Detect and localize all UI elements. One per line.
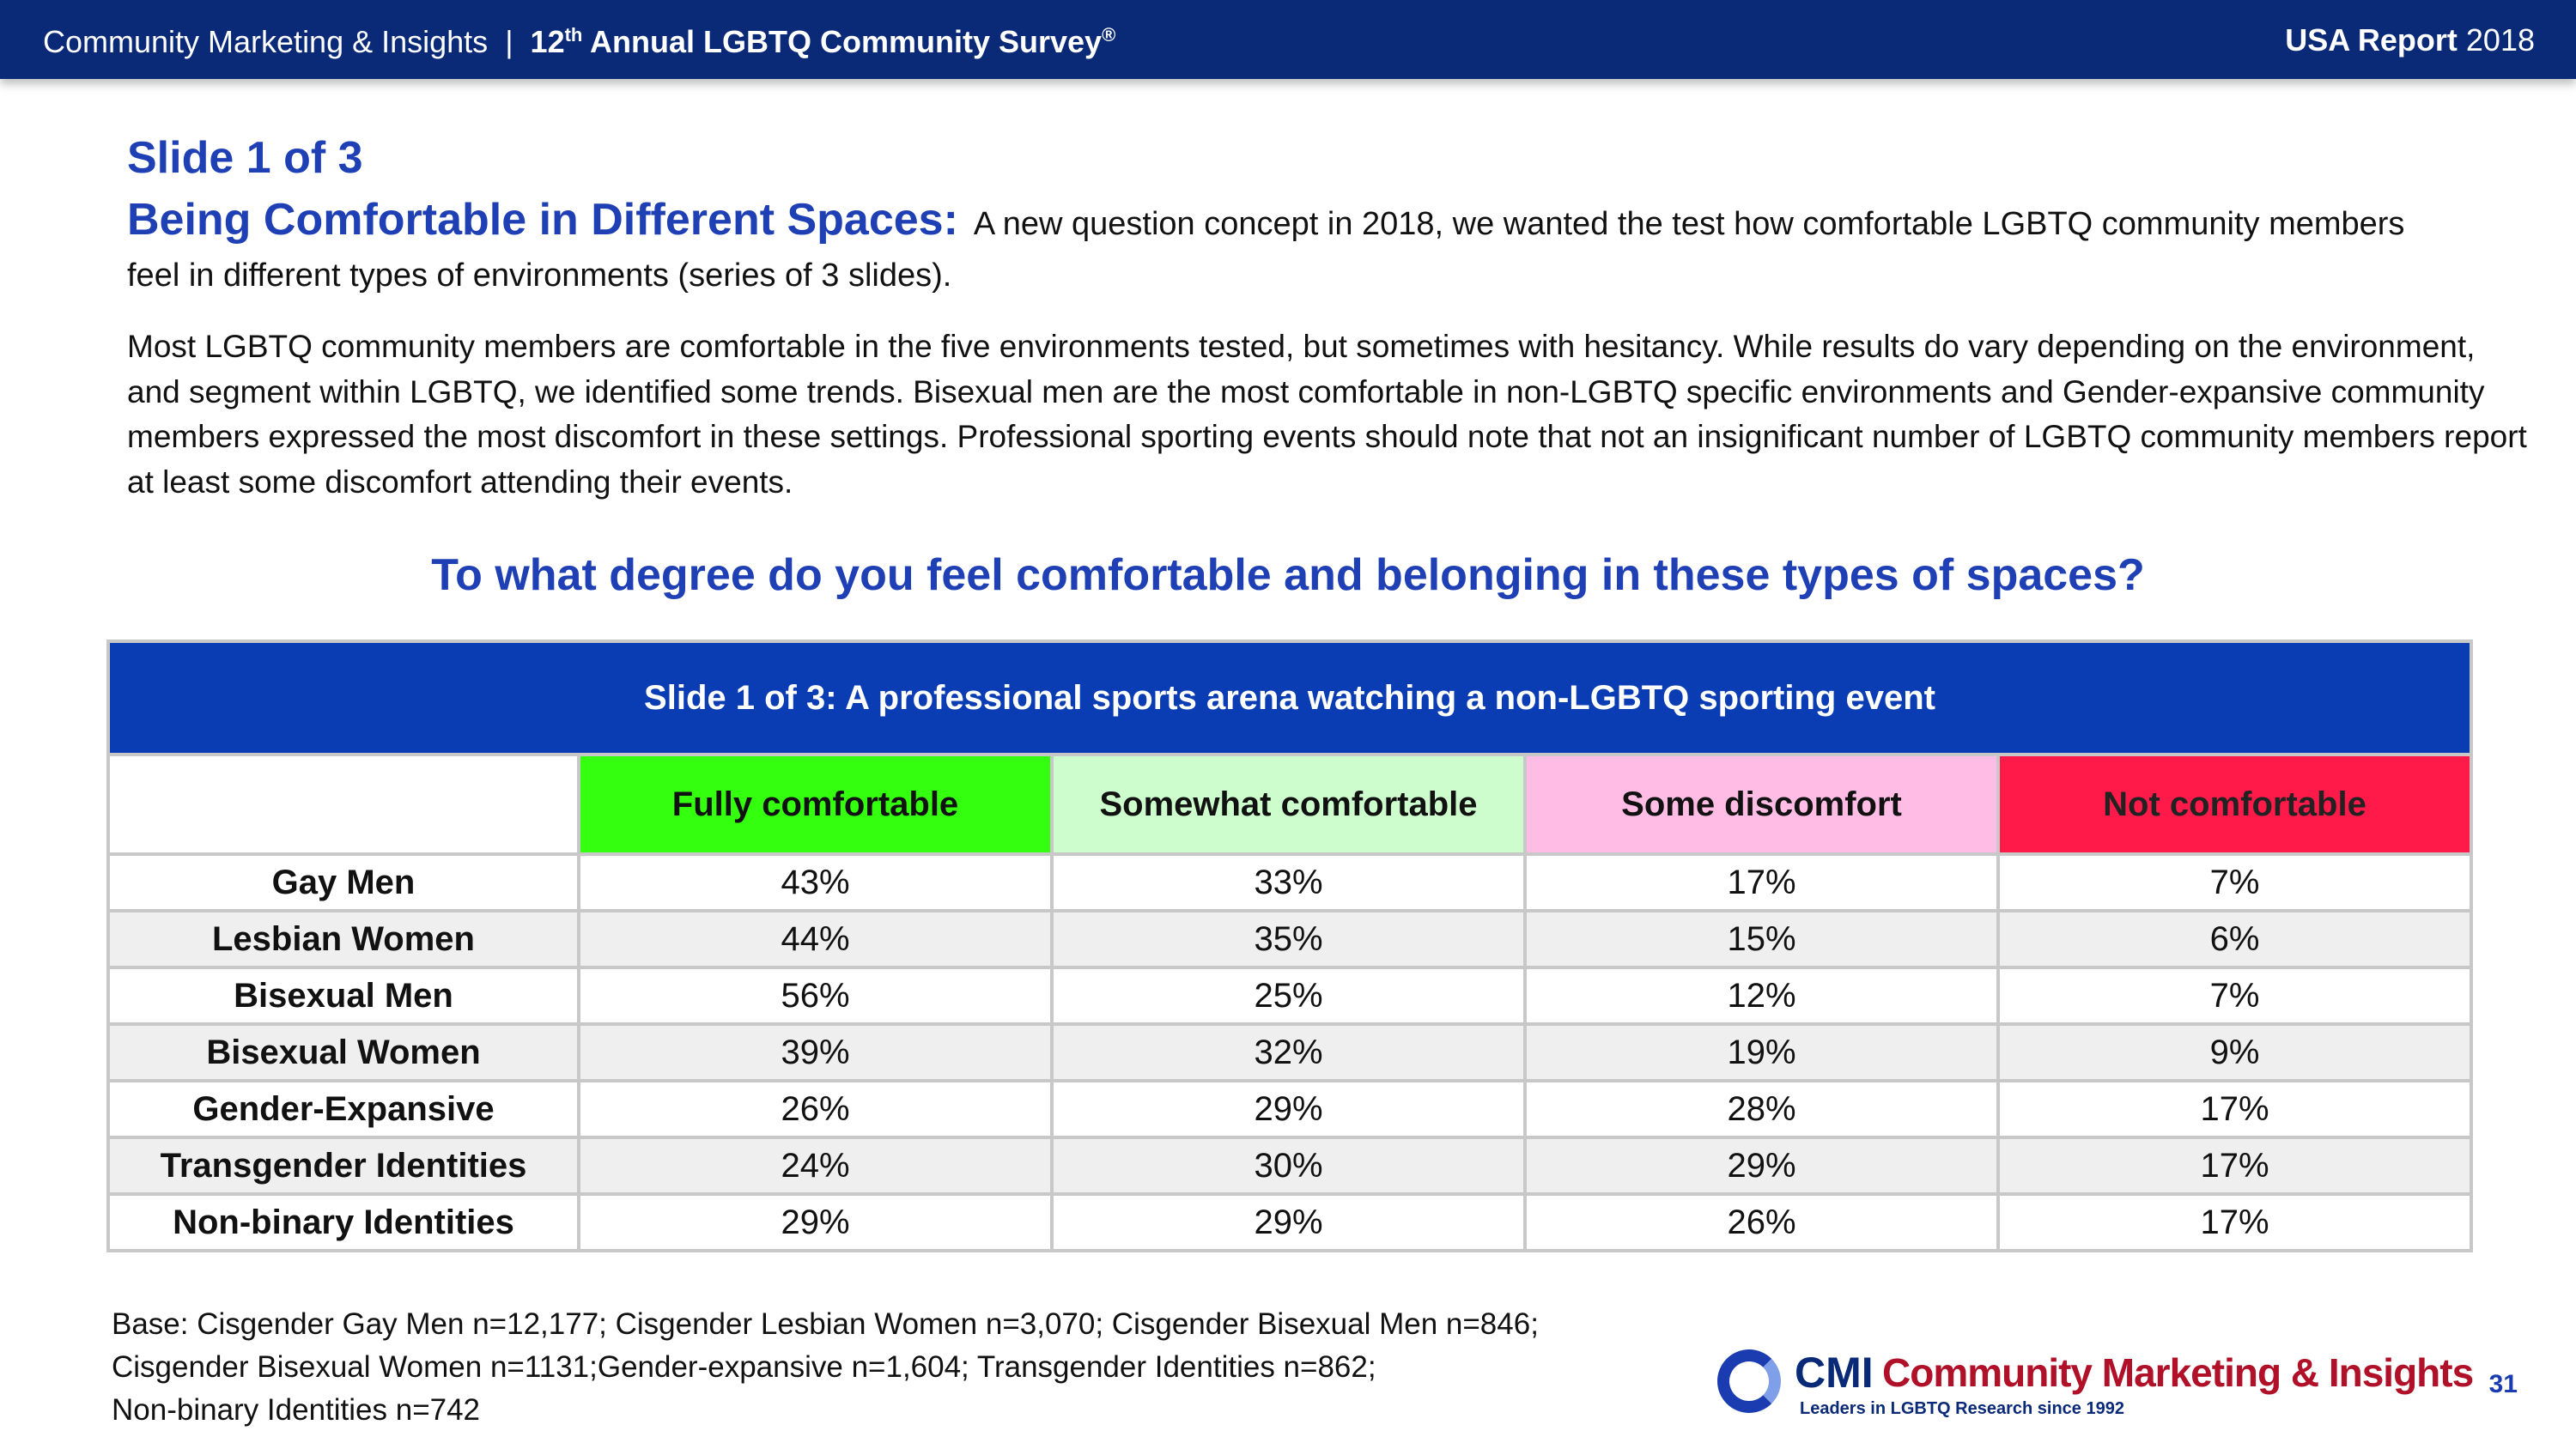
table-row: Transgender Identities 24% 30% 29% 17%: [106, 1136, 2474, 1196]
cell-value: 17%: [1996, 1136, 2474, 1196]
table-row: Bisexual Women 39% 32% 19% 9%: [106, 1022, 2474, 1082]
cell-value: 30%: [1050, 1136, 1527, 1196]
cell-value: 12%: [1523, 966, 2000, 1026]
column-header-fully-comfortable: Fully comfortable: [577, 753, 1054, 856]
base-note-line: Base: Cisgender Gay Men n=12,177; Cisgen…: [112, 1307, 1539, 1341]
cell-value: 56%: [577, 966, 1054, 1026]
logo-abbr: CMI: [1795, 1349, 1874, 1397]
header-org: Community Marketing & Insights: [43, 24, 489, 59]
row-label: Bisexual Women: [106, 1022, 580, 1082]
cmi-logo: CMI Community Marketing & Insights Leade…: [1717, 1348, 2474, 1434]
question-heading: To what degree do you feel comfortable a…: [431, 550, 2145, 600]
table-title: Slide 1 of 3: A professional sports aren…: [106, 640, 2474, 756]
table-row: Lesbian Women 44% 35% 15% 6%: [106, 909, 2474, 969]
base-note: Base: Cisgender Gay Men n=12,177; Cisgen…: [112, 1303, 1657, 1432]
header-survey-number: 12: [530, 24, 565, 59]
cell-value: 9%: [1996, 1022, 2474, 1082]
column-header-somewhat-comfortable: Somewhat comfortable: [1050, 753, 1527, 856]
logo-name: Community Marketing & Insights: [1882, 1350, 2474, 1395]
table-row: Gender-Expansive 26% 29% 28% 17%: [106, 1079, 2474, 1139]
cell-value: 32%: [1050, 1022, 1527, 1082]
cell-value: 29%: [1050, 1079, 1527, 1139]
row-label: Bisexual Men: [106, 966, 580, 1026]
column-header-not-comfortable: Not comfortable: [1996, 753, 2474, 856]
column-header-some-discomfort: Some discomfort: [1523, 753, 2000, 856]
row-label: Lesbian Women: [106, 909, 580, 969]
page-number: 31: [2488, 1370, 2518, 1398]
cell-value: 28%: [1523, 1079, 2000, 1139]
header-survey-title: Community Marketing & Insights | 12th Annu…: [43, 24, 1115, 60]
cell-value: 44%: [577, 909, 1054, 969]
cell-value: 17%: [1996, 1079, 2474, 1139]
header-registered-mark: ®: [1102, 24, 1116, 45]
cell-value: 39%: [577, 1022, 1054, 1082]
cell-value: 24%: [577, 1136, 1054, 1196]
comfort-table: Slide 1 of 3: A professional sports aren…: [106, 640, 2474, 1252]
cell-value: 29%: [1050, 1192, 1527, 1252]
cell-value: 19%: [1523, 1022, 2000, 1082]
cell-value: 26%: [1523, 1192, 2000, 1252]
intro: Being Comfortable in Different Spaces: A …: [127, 194, 2463, 301]
header-bar: Community Marketing & Insights | 12th Annu…: [0, 0, 2576, 79]
cell-value: 7%: [1996, 852, 2474, 912]
cell-value: 17%: [1523, 852, 2000, 912]
slide-label: Slide 1 of 3: [127, 133, 363, 183]
row-label: Gay Men: [106, 852, 580, 912]
table-row: Gay Men 43% 33% 17% 7%: [106, 852, 2474, 912]
logo-tagline: Leaders in LGBTQ Research since 1992: [1800, 1399, 2124, 1418]
row-label: Transgender Identities: [106, 1136, 580, 1196]
base-note-line: Non-binary Identities n=742: [112, 1393, 481, 1427]
cell-value: 33%: [1050, 852, 1527, 912]
row-label: Gender-Expansive: [106, 1079, 580, 1139]
cell-value: 17%: [1996, 1192, 2474, 1252]
cell-value: 29%: [1523, 1136, 2000, 1196]
header-survey-name: Annual LGBTQ Community Survey: [582, 24, 1103, 59]
cell-value: 6%: [1996, 909, 2474, 969]
header-report-label: USA Report: [2285, 22, 2458, 58]
row-label: Non-binary Identities: [106, 1192, 580, 1252]
column-header-row: Fully comfortable Somewhat comfortable S…: [106, 753, 2474, 856]
header-report: USA Report 2018: [2285, 22, 2535, 58]
intro-text: A new question concept in 2018, we wante…: [127, 206, 2405, 294]
cell-value: 26%: [577, 1079, 1054, 1139]
cell-value: 7%: [1996, 966, 2474, 1026]
cell-value: 15%: [1523, 909, 2000, 969]
header-separator: |: [505, 24, 513, 59]
header-survey-ordinal: th: [564, 24, 583, 45]
cell-value: 29%: [577, 1192, 1054, 1252]
cmi-ring-logo-icon: [1717, 1349, 1781, 1413]
cell-value: 25%: [1050, 966, 1527, 1026]
base-note-line: Cisgender Bisexual Women n=1131;Gender-e…: [112, 1350, 1376, 1384]
table-row: Bisexual Men 56% 25% 12% 7%: [106, 966, 2474, 1026]
column-header-blank: [106, 753, 580, 856]
table-row: Non-binary Identities 29% 29% 26% 17%: [106, 1192, 2474, 1252]
body-text: Most LGBTQ community members are comfort…: [127, 329, 2527, 500]
header-report-year: 2018: [2465, 22, 2535, 58]
cell-value: 35%: [1050, 909, 1527, 969]
intro-subtitle: Being Comfortable in Different Spaces:: [127, 195, 958, 245]
cell-value: 43%: [577, 852, 1054, 912]
